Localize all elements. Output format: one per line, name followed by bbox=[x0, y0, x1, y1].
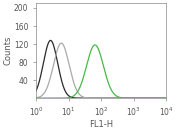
X-axis label: FL1-H: FL1-H bbox=[89, 120, 113, 129]
Y-axis label: Counts: Counts bbox=[4, 36, 12, 65]
